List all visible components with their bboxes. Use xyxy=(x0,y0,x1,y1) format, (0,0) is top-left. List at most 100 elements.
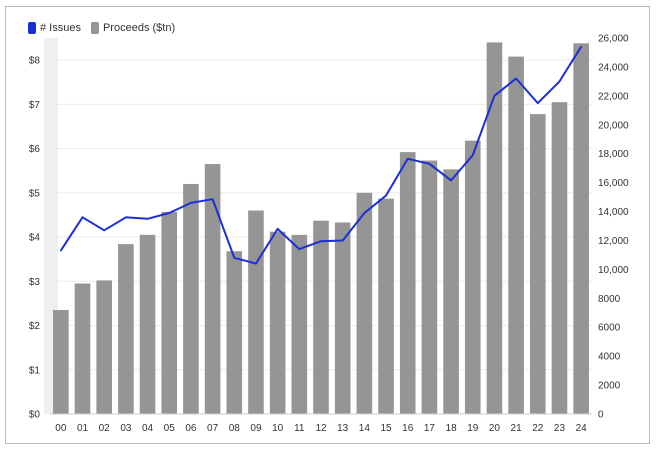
issues-point xyxy=(320,240,322,242)
x-tick-label: 19 xyxy=(467,423,479,434)
bar xyxy=(74,283,91,414)
legend-item-issues: # Issues xyxy=(28,22,81,34)
issues-point xyxy=(168,212,171,214)
x-tick-label: 07 xyxy=(207,423,219,434)
y-right-tick-label: 12,000 xyxy=(598,236,629,247)
issues-point xyxy=(515,77,517,80)
y-right-tick-label: 6000 xyxy=(598,323,621,334)
bar xyxy=(334,222,351,414)
x-tick-label: 11 xyxy=(294,423,305,434)
bar xyxy=(573,43,589,415)
x-tick-label: 23 xyxy=(554,423,566,434)
bar xyxy=(508,56,524,414)
issues-point xyxy=(471,154,474,156)
bar xyxy=(551,102,568,414)
issues-point xyxy=(233,257,236,259)
y-right-tick-label: 24,000 xyxy=(598,62,629,73)
bar xyxy=(421,160,438,414)
y-left-tick-label: $8 xyxy=(29,56,41,67)
issues-point xyxy=(406,157,409,160)
issues-point xyxy=(558,80,561,83)
bar xyxy=(139,234,156,414)
issues-point xyxy=(428,163,431,165)
bar xyxy=(226,251,243,414)
issues-point xyxy=(146,217,149,220)
bar xyxy=(291,234,308,414)
issues-point xyxy=(298,248,301,250)
y-right-tick-label: 16,000 xyxy=(598,178,629,189)
x-tick-label: 09 xyxy=(250,423,262,434)
issues-point xyxy=(255,262,257,265)
y-right-tick-label: 4000 xyxy=(598,352,621,363)
y-right-tick-label: 10,000 xyxy=(598,265,629,276)
x-tick-label: 22 xyxy=(532,423,544,434)
bar xyxy=(204,164,221,414)
chart-legend: # Issues Proceeds ($tn) xyxy=(28,22,185,34)
bar xyxy=(53,310,69,414)
issues-point xyxy=(211,198,214,201)
legend-item-proceeds: Proceeds ($tn) xyxy=(90,22,176,34)
x-tick-label: 06 xyxy=(185,423,197,434)
y-right-tick-label: 18,000 xyxy=(598,149,629,160)
x-tick-label: 17 xyxy=(424,423,436,434)
x-tick-label: 10 xyxy=(272,423,284,434)
bar xyxy=(313,220,329,414)
y-left-tick-label: $0 xyxy=(29,410,41,421)
bar xyxy=(443,169,459,414)
bar xyxy=(378,198,394,414)
bar xyxy=(183,183,199,414)
y-left-tick-label: $3 xyxy=(29,277,41,288)
issues-point xyxy=(81,216,84,219)
issues-point xyxy=(450,179,452,182)
bar xyxy=(464,140,481,414)
issues-point xyxy=(341,239,344,242)
x-tick-label: 18 xyxy=(446,423,458,434)
y-right-tick-label: 20,000 xyxy=(598,120,629,131)
issues-point xyxy=(125,216,127,219)
y-right-tick-label: 26,000 xyxy=(598,34,629,45)
y-left-tick-label: $2 xyxy=(29,321,41,332)
x-tick-label: 12 xyxy=(315,423,327,434)
x-tick-label: 04 xyxy=(142,423,154,434)
x-tick-label: 03 xyxy=(120,423,132,434)
bar xyxy=(356,192,373,414)
y-left-tick-label: $4 xyxy=(29,233,41,244)
legend-label-issues: # Issues xyxy=(40,22,81,34)
x-tick-label: 14 xyxy=(359,423,371,434)
x-tick-label: 02 xyxy=(99,423,111,434)
y-right-tick-label: 22,000 xyxy=(598,91,629,102)
x-tick-label: 08 xyxy=(229,423,241,434)
legend-swatch-proceeds xyxy=(90,22,99,34)
bar xyxy=(269,231,286,414)
y-right-tick-label: 0 xyxy=(598,410,604,421)
bar xyxy=(96,280,113,414)
bar xyxy=(118,244,134,414)
issues-point xyxy=(103,229,105,232)
issues-point xyxy=(190,202,192,204)
legend-swatch-issues xyxy=(28,22,36,34)
legend-label-proceeds: Proceeds ($tn) xyxy=(102,22,176,34)
issues-point xyxy=(363,212,366,214)
bar xyxy=(486,42,503,415)
bar xyxy=(529,114,546,414)
x-tick-label: 01 xyxy=(77,423,89,434)
x-tick-label: 16 xyxy=(402,423,414,434)
x-tick-label: 21 xyxy=(511,423,523,434)
issues-point xyxy=(276,228,279,230)
y-left-tick-label: $6 xyxy=(29,144,41,155)
x-tick-label: 24 xyxy=(576,423,588,434)
x-tick-label: 13 xyxy=(337,423,349,434)
x-tick-label: 15 xyxy=(380,423,392,434)
x-tick-label: 00 xyxy=(55,423,67,434)
issues-point xyxy=(580,45,582,48)
x-tick-label: 05 xyxy=(164,423,176,434)
issues-point xyxy=(60,249,62,252)
y-right-tick-label: 2000 xyxy=(598,381,621,392)
issues-point xyxy=(493,95,496,97)
y-left-tick-label: $7 xyxy=(29,100,41,111)
x-tick-label: 20 xyxy=(489,423,501,434)
y-left-tick-label: $5 xyxy=(29,188,41,199)
bar xyxy=(161,211,178,414)
bar xyxy=(399,152,416,414)
